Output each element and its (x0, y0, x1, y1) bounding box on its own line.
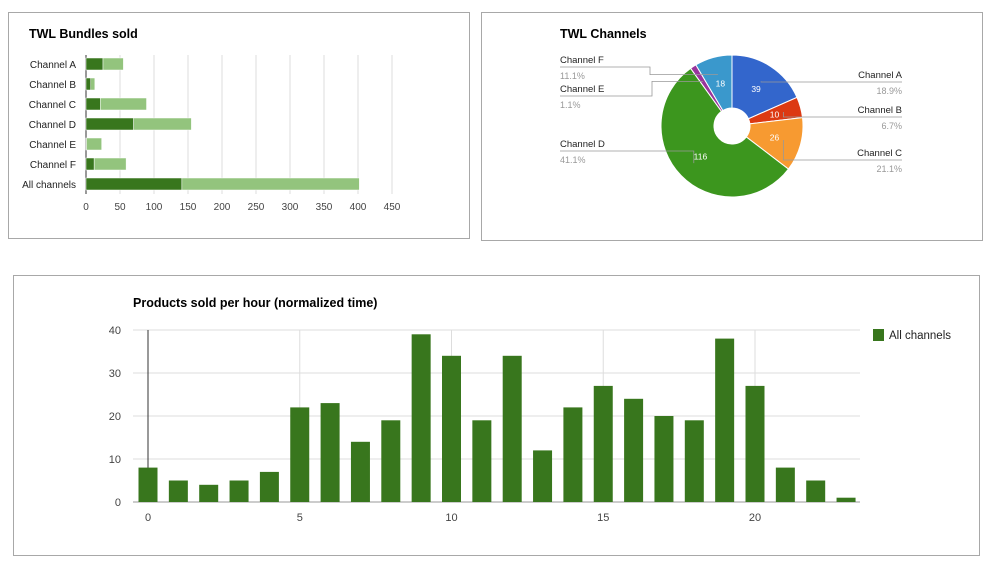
pie-slice (660, 67, 790, 198)
category-label: Channel E (29, 140, 76, 151)
slice-percent: 11.1% (560, 71, 585, 81)
category-label: Channel D (29, 120, 76, 131)
chart-title: Products sold per hour (normalized time) (133, 296, 377, 310)
chart-title: TWL Bundles sold (29, 27, 138, 41)
bar (442, 355, 461, 502)
bar (684, 420, 704, 502)
bar (350, 441, 370, 502)
leader-line (560, 150, 695, 164)
bar (90, 77, 96, 91)
x-tick-label: 10 (445, 512, 457, 524)
category-label: Channel F (30, 160, 76, 171)
x-tick-label: 100 (146, 202, 163, 213)
x-tick-label: 300 (282, 202, 299, 213)
y-tick-label: 40 (109, 325, 121, 337)
bar (472, 420, 492, 502)
x-tick-label: 20 (749, 512, 761, 524)
leader-line (782, 111, 902, 118)
y-tick-label: 0 (115, 497, 121, 509)
x-tick-label: 250 (248, 202, 265, 213)
bar (836, 497, 856, 502)
x-tick-label: 350 (316, 202, 333, 213)
x-tick-label: 200 (214, 202, 231, 213)
bar (654, 416, 674, 502)
bar (320, 403, 340, 502)
category-label: Channel C (29, 100, 76, 111)
bar (775, 467, 795, 502)
bar (533, 450, 553, 502)
leader-line (782, 140, 902, 161)
leader-line (560, 66, 718, 76)
slice-percent: 21.1% (876, 164, 902, 174)
slice-label: Channel C (857, 148, 902, 159)
category-label: All channels (22, 180, 76, 191)
y-tick-label: 20 (109, 411, 121, 423)
slice-percent: 41.1% (560, 155, 586, 165)
slice-value-label: 39 (751, 84, 761, 94)
bar (745, 385, 765, 502)
bar (229, 480, 249, 502)
bar (168, 480, 188, 502)
pie-slice (731, 54, 798, 120)
legend-label: All channels (889, 330, 951, 342)
slice-value-label: 26 (770, 133, 780, 143)
slice-percent: 1.1% (560, 100, 581, 110)
x-tick-label: 450 (384, 202, 401, 213)
pie-slice (695, 54, 733, 112)
slice-label: Channel D (560, 139, 605, 150)
slice-value-label: 116 (694, 152, 708, 162)
y-tick-label: 10 (109, 454, 121, 466)
slice-label: Channel B (858, 105, 902, 116)
x-tick-label: 50 (114, 202, 126, 213)
slice-label: Channel F (560, 55, 604, 66)
bar (411, 334, 431, 502)
leader-line (760, 81, 902, 83)
bar (624, 398, 644, 502)
legend-swatch (873, 329, 884, 341)
bar (133, 117, 192, 131)
bar (563, 407, 583, 502)
bar (502, 355, 522, 502)
x-tick-label: 150 (180, 202, 197, 213)
bar (181, 177, 360, 191)
x-tick-label: 400 (350, 202, 367, 213)
bar (199, 484, 219, 502)
slice-value-label: 10 (770, 109, 780, 119)
slice-percent: 6.7% (881, 121, 902, 131)
slice-value-label: 18 (716, 79, 726, 89)
bar (93, 157, 127, 171)
slice-label: Channel E (560, 84, 604, 95)
bar (593, 385, 613, 502)
slice-label: Channel A (858, 70, 903, 81)
bar (715, 338, 735, 502)
bar (806, 480, 826, 502)
x-tick-label: 5 (297, 512, 303, 524)
category-label: Channel B (29, 80, 76, 91)
bar (381, 420, 401, 502)
bar (102, 57, 124, 71)
x-tick-label: 15 (597, 512, 609, 524)
bundles-sold-panel (8, 12, 470, 239)
x-tick-label: 0 (145, 512, 151, 524)
y-tick-label: 30 (109, 368, 121, 380)
slice-percent: 18.9% (876, 86, 902, 96)
category-label: Channel A (30, 60, 76, 71)
channels-panel (481, 12, 983, 241)
leader-line (560, 80, 703, 97)
bar (290, 407, 310, 502)
bar (259, 471, 279, 502)
chart-title: TWL Channels (560, 27, 647, 41)
bar (86, 137, 102, 151)
bar (138, 467, 158, 502)
bar (100, 97, 147, 111)
x-tick-label: 0 (83, 202, 89, 213)
